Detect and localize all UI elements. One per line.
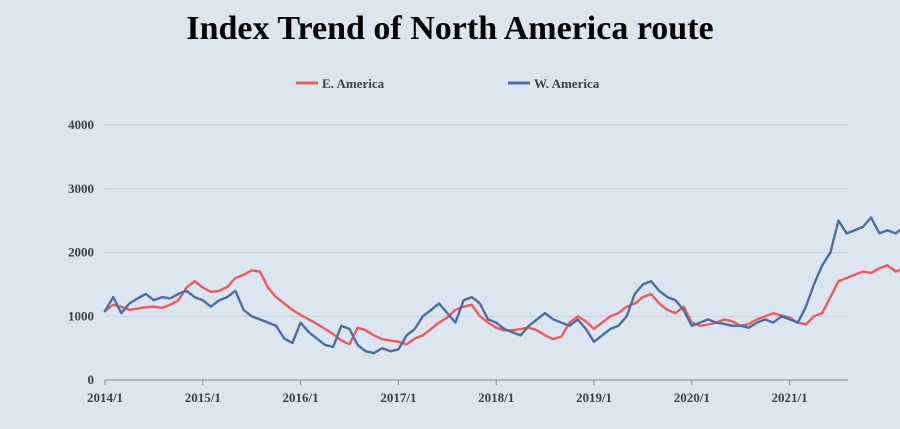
legend-label: W. America [534,76,600,91]
x-tick-label: 2018/1 [478,390,514,405]
x-tick-label: 2021/1 [772,390,808,405]
x-tick-label: 2014/1 [87,390,123,405]
y-tick-label: 4000 [68,117,94,132]
y-tick-label: 0 [88,372,95,387]
y-tick-label: 1000 [68,308,94,323]
chart-title: Index Trend of North America route [186,10,714,47]
x-tick-label: 2016/1 [283,390,319,405]
series-line-w-america [103,216,900,355]
x-tick-label: 2015/1 [185,390,221,405]
series-line-e-america [103,264,900,346]
y-tick-label: 3000 [68,181,94,196]
x-tick-label: 2017/1 [380,390,416,405]
legend-label: E. America [322,76,385,91]
x-tick-label: 2020/1 [674,390,710,405]
y-tick-label: 2000 [68,245,94,260]
x-tick-label: 2019/1 [576,390,612,405]
